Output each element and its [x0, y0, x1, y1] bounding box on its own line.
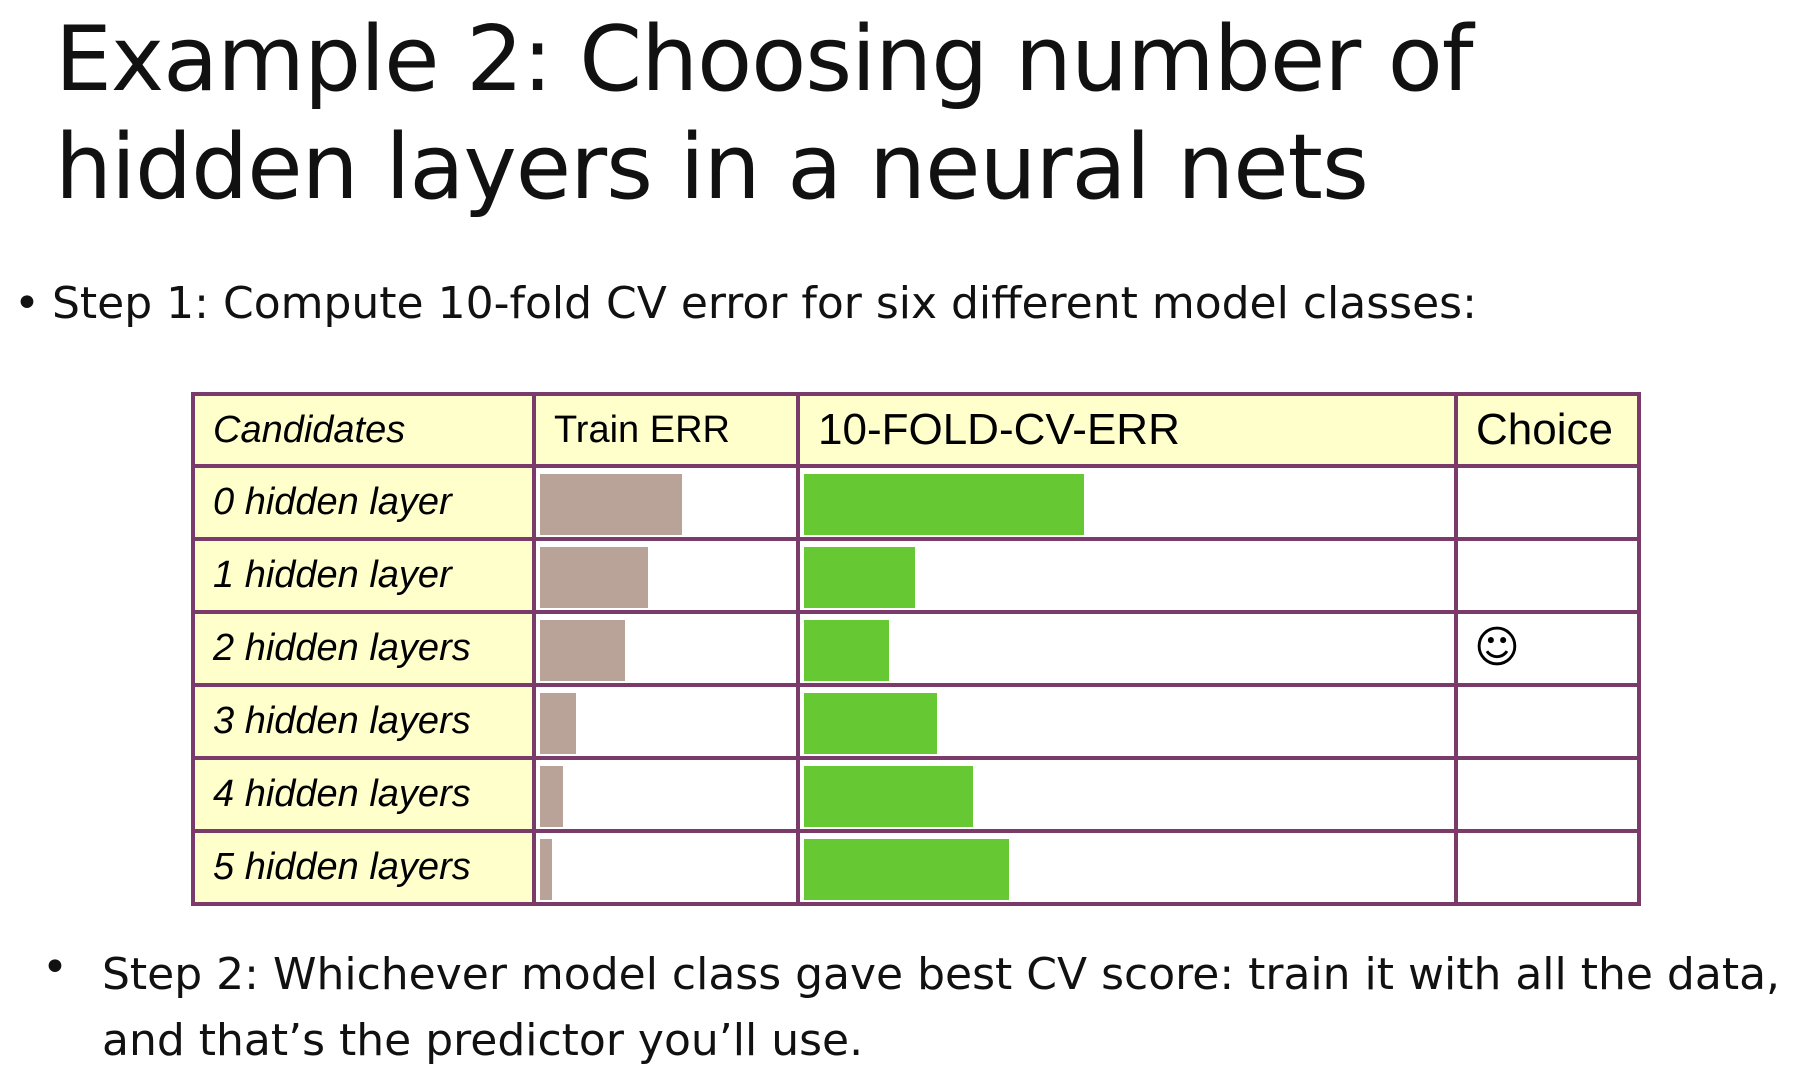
cv-err-cell: [796, 683, 1458, 760]
train-err-cell: [532, 537, 800, 614]
candidate-label: 0 hidden layer: [191, 464, 536, 541]
candidate-label: 1 hidden layer: [191, 537, 536, 614]
bullet-dot: •: [42, 942, 68, 993]
cv-err-bar: [804, 620, 889, 681]
train-err-bar: [540, 766, 563, 827]
choice-cell: [1454, 537, 1641, 614]
train-err-bar: [540, 693, 576, 754]
cv-err-cell: [796, 829, 1458, 906]
train-err-bar: [540, 839, 552, 900]
bullet-dot: •: [14, 278, 40, 329]
smiley-icon: ☺: [1474, 622, 1520, 673]
train-err-bar: [540, 620, 625, 681]
table-row: 2 hidden layers ☺: [191, 610, 1641, 687]
choice-cell: ☺: [1454, 610, 1641, 687]
header-candidates: Candidates: [191, 392, 536, 468]
train-err-cell: [532, 464, 800, 541]
table-row: 5 hidden layers: [191, 829, 1641, 906]
train-err-bar: [540, 474, 682, 535]
table-row: 3 hidden layers: [191, 683, 1641, 760]
slide-title: Example 2: Choosing number of hidden lay…: [55, 7, 1474, 220]
candidates-table: Candidates Train ERR 10-FOLD-CV-ERR Choi…: [191, 392, 1641, 906]
candidate-label: 4 hidden layers: [191, 756, 536, 833]
candidate-label: 2 hidden layers: [191, 610, 536, 687]
train-err-cell: [532, 756, 800, 833]
train-err-cell: [532, 683, 800, 760]
choice-cell: [1454, 756, 1641, 833]
step2-text: Step 2: Whichever model class gave best …: [102, 949, 1781, 1066]
cv-err-bar: [804, 839, 1009, 900]
cv-err-cell: [796, 756, 1458, 833]
header-choice: Choice: [1454, 392, 1641, 468]
choice-cell: [1454, 683, 1641, 760]
choice-cell: [1454, 464, 1641, 541]
cv-err-bar: [804, 474, 1084, 535]
cv-err-bar: [804, 766, 973, 827]
table-row: 4 hidden layers: [191, 756, 1641, 833]
table-header-row: Candidates Train ERR 10-FOLD-CV-ERR Choi…: [191, 392, 1641, 468]
train-err-cell: [532, 829, 800, 906]
header-cv-err: 10-FOLD-CV-ERR: [796, 392, 1458, 468]
table-row: 0 hidden layer: [191, 464, 1641, 541]
table-row: 1 hidden layer: [191, 537, 1641, 614]
cv-err-bar: [804, 693, 937, 754]
train-err-cell: [532, 610, 800, 687]
cv-err-cell: [796, 610, 1458, 687]
cv-err-cell: [796, 537, 1458, 614]
choice-cell: [1454, 829, 1641, 906]
header-train-err: Train ERR: [532, 392, 800, 468]
candidate-label: 5 hidden layers: [191, 829, 536, 906]
train-err-bar: [540, 547, 648, 608]
cv-err-bar: [804, 547, 915, 608]
candidate-label: 3 hidden layers: [191, 683, 536, 760]
cv-err-cell: [796, 464, 1458, 541]
step1-text: Step 1: Compute 10-fold CV error for six…: [52, 278, 1477, 329]
